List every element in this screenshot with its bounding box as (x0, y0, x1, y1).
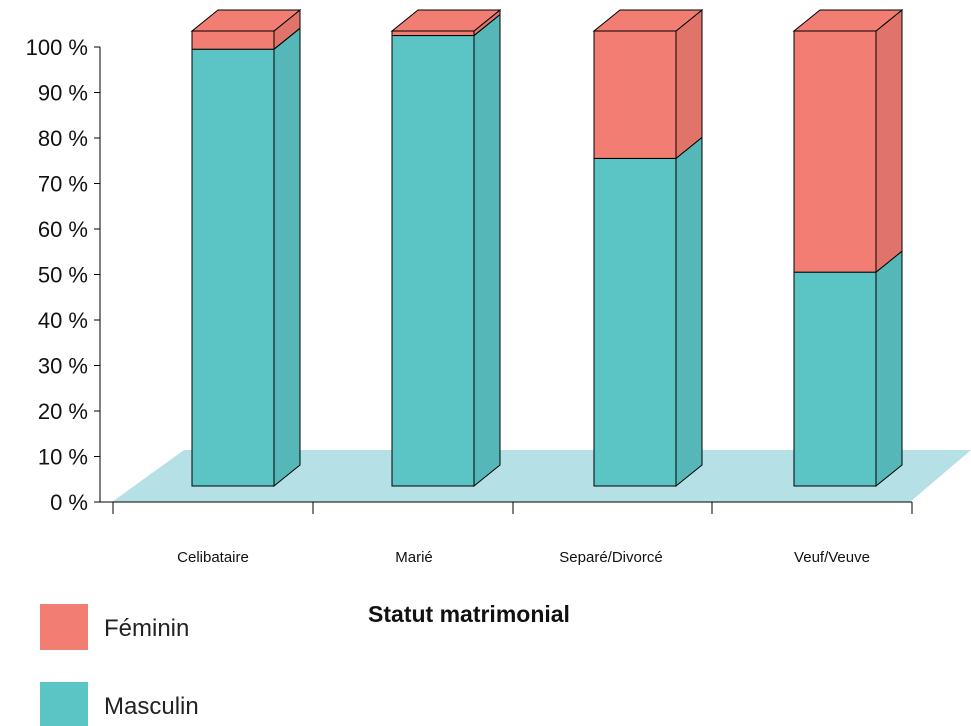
bar-top-face (190, 9, 302, 32)
bar-segment-side (473, 13, 501, 488)
y-tick-label: 60 % (38, 217, 88, 242)
y-tick-label: 80 % (38, 126, 88, 151)
bar-segment-front (391, 30, 475, 37)
chart-floor (112, 450, 971, 502)
x-category-label: Marié (395, 549, 433, 566)
bar-segment-front (191, 30, 275, 50)
labels-layer: Celibataire Marié Separé/Divorcé Veuf/Veuve (177, 549, 870, 566)
bar-segment-front (593, 157, 677, 487)
y-tick-label: 0 % (50, 490, 88, 515)
x-category-label: Veuf/Veuve (794, 549, 870, 566)
bar-group (390, 8, 502, 488)
bar-segment-front (793, 271, 877, 487)
bar-top-face (792, 9, 904, 32)
x-category-label: Separé/Divorcé (559, 549, 662, 566)
y-tick-label: 100 % (26, 35, 88, 60)
bar-group (190, 8, 302, 488)
bar-segment-side (675, 8, 703, 160)
x-axis-title: Statut matrimonial (368, 601, 570, 627)
x-category-label: Celibataire (177, 549, 249, 566)
legend-swatch (40, 682, 88, 726)
y-tick-label: 50 % (38, 263, 88, 288)
bar-segment-side (875, 250, 903, 488)
bar-segment-front (593, 30, 677, 159)
legend-label: Féminin (104, 615, 189, 642)
y-tick-label: 20 % (38, 399, 88, 424)
bars-layer (190, 8, 904, 488)
bar-segment-side (273, 27, 301, 488)
bar-top-face (390, 9, 502, 32)
legend-label: Masculin (104, 693, 199, 720)
y-tick-label: 90 % (38, 81, 88, 106)
legend: Féminin Masculin (40, 604, 199, 726)
chart-floor-layer (112, 450, 971, 502)
bar-segment-front (391, 35, 475, 487)
axis-layer: 0 % 10 % 20 % 30 % 40 % 50 % 60 % 70 % 80 % 90 % 1… (26, 35, 913, 515)
y-tick-label: 70 % (38, 172, 88, 197)
bar-group (792, 8, 904, 488)
y-tick-label: 40 % (38, 308, 88, 333)
y-tick-label: 30 % (38, 354, 88, 379)
legend-swatch (40, 604, 88, 650)
bar-group (592, 8, 704, 488)
bar-segment-side (875, 8, 903, 274)
y-tick-label: 10 % (38, 445, 88, 470)
bar-top-face (592, 9, 704, 32)
bar-segment-front (793, 30, 877, 273)
bar-segment-front (191, 48, 275, 487)
bar-segment-side (675, 136, 703, 488)
